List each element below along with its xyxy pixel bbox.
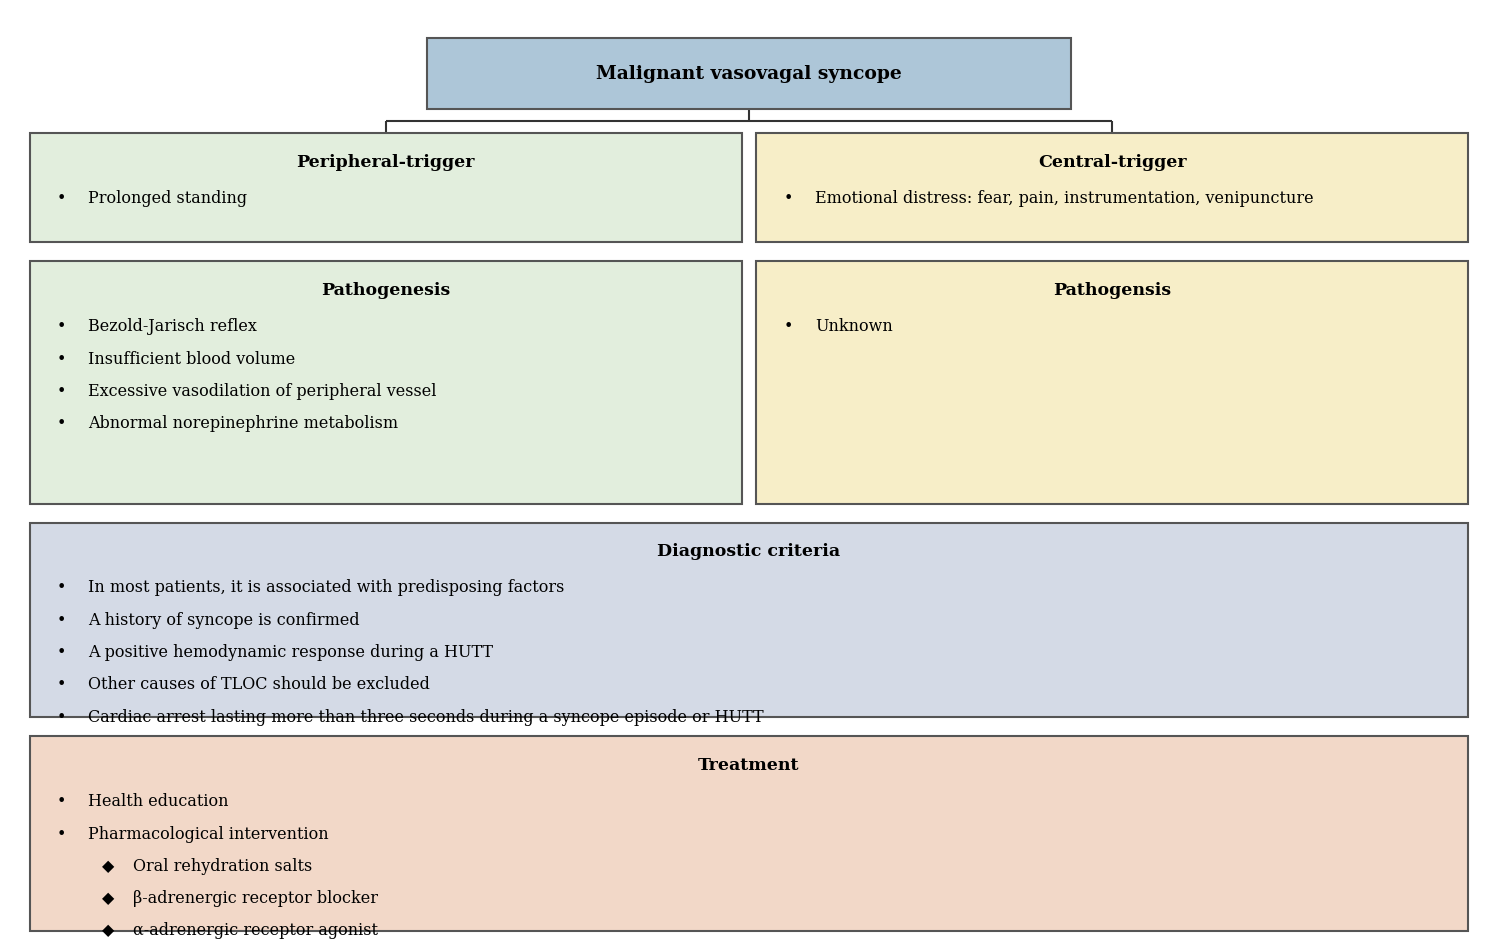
Text: Health education: Health education — [88, 793, 229, 810]
FancyBboxPatch shape — [30, 261, 742, 504]
Text: •: • — [57, 676, 66, 694]
Text: α-adrenergic receptor agonist: α-adrenergic receptor agonist — [133, 922, 379, 940]
Text: Malignant vasovagal syncope: Malignant vasovagal syncope — [596, 65, 902, 83]
Text: •: • — [57, 351, 66, 368]
Text: •: • — [57, 644, 66, 661]
Text: Unknown: Unknown — [815, 318, 893, 335]
Text: Abnormal norepinephrine metabolism: Abnormal norepinephrine metabolism — [88, 415, 398, 432]
Text: A history of syncope is confirmed: A history of syncope is confirmed — [88, 612, 360, 629]
Text: •: • — [57, 415, 66, 432]
FancyBboxPatch shape — [756, 261, 1468, 504]
Text: •: • — [57, 580, 66, 597]
FancyBboxPatch shape — [30, 522, 1468, 717]
Text: Treatment: Treatment — [698, 757, 800, 774]
Text: •: • — [57, 612, 66, 629]
FancyBboxPatch shape — [30, 133, 742, 242]
Text: Cardiac arrest lasting more than three seconds during a syncope episode or HUTT: Cardiac arrest lasting more than three s… — [88, 709, 764, 726]
Text: Bezold-Jarisch reflex: Bezold-Jarisch reflex — [88, 318, 258, 335]
Text: ◆: ◆ — [102, 922, 114, 940]
Text: Pathogensis: Pathogensis — [1053, 282, 1171, 299]
Text: Central-trigger: Central-trigger — [1038, 154, 1186, 171]
Text: A positive hemodynamic response during a HUTT: A positive hemodynamic response during a… — [88, 644, 493, 661]
Text: Other causes of TLOC should be excluded: Other causes of TLOC should be excluded — [88, 676, 430, 694]
Text: Excessive vasodilation of peripheral vessel: Excessive vasodilation of peripheral ves… — [88, 383, 437, 400]
Text: In most patients, it is associated with predisposing factors: In most patients, it is associated with … — [88, 580, 565, 597]
Text: Prolonged standing: Prolonged standing — [88, 190, 247, 207]
Text: •: • — [783, 190, 792, 207]
FancyBboxPatch shape — [30, 736, 1468, 931]
Text: •: • — [783, 318, 792, 335]
Text: β-adrenergic receptor blocker: β-adrenergic receptor blocker — [133, 890, 379, 907]
Text: •: • — [57, 793, 66, 810]
Text: •: • — [57, 190, 66, 207]
Text: Insufficient blood volume: Insufficient blood volume — [88, 351, 295, 368]
Text: Emotional distress: fear, pain, instrumentation, venipuncture: Emotional distress: fear, pain, instrume… — [815, 190, 1314, 207]
Text: Oral rehydration salts: Oral rehydration salts — [133, 858, 313, 875]
Text: •: • — [57, 826, 66, 843]
Text: •: • — [57, 383, 66, 400]
Text: Pathogenesis: Pathogenesis — [321, 282, 451, 299]
FancyBboxPatch shape — [756, 133, 1468, 242]
Text: Peripheral-trigger: Peripheral-trigger — [297, 154, 475, 171]
Text: •: • — [57, 318, 66, 335]
Text: Pharmacological intervention: Pharmacological intervention — [88, 826, 330, 843]
Text: •: • — [57, 709, 66, 726]
Text: ◆: ◆ — [102, 890, 114, 907]
Text: Diagnostic criteria: Diagnostic criteria — [658, 543, 840, 560]
Text: ◆: ◆ — [102, 858, 114, 875]
FancyBboxPatch shape — [427, 38, 1071, 109]
